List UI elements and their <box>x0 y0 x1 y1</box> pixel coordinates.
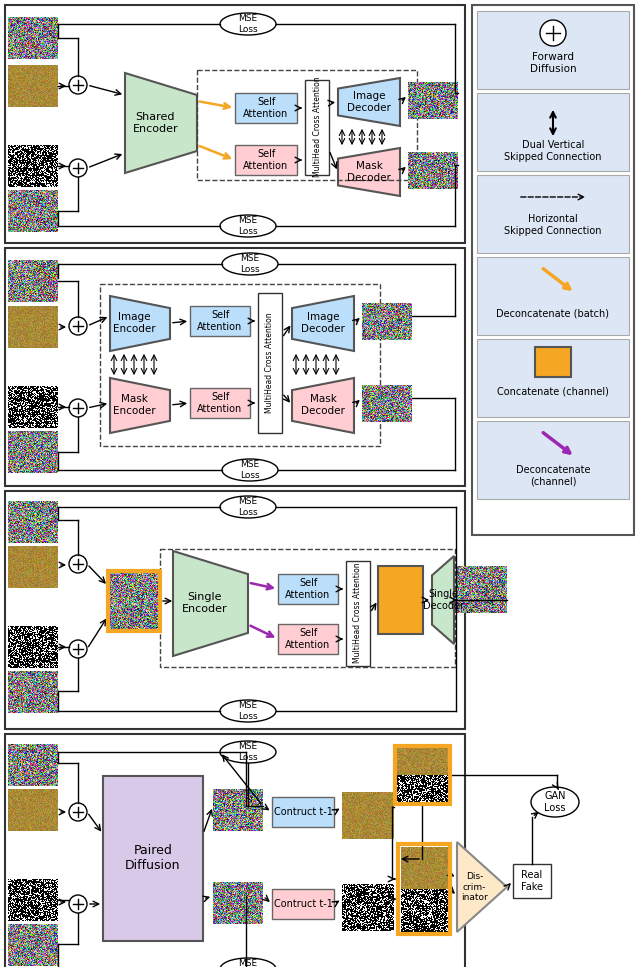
Bar <box>235 93 297 123</box>
Text: Real
Fake: Real Fake <box>521 870 543 892</box>
Bar <box>378 566 423 634</box>
Text: Image
Decoder: Image Decoder <box>347 91 391 113</box>
Bar <box>5 248 465 486</box>
Circle shape <box>69 555 87 573</box>
Bar <box>535 347 571 377</box>
Text: MSE
Loss: MSE Loss <box>238 497 258 516</box>
Bar <box>477 175 629 253</box>
Ellipse shape <box>220 958 276 967</box>
Bar <box>272 889 334 919</box>
Circle shape <box>69 803 87 821</box>
Text: MSE
Loss: MSE Loss <box>238 743 258 762</box>
Ellipse shape <box>531 787 579 817</box>
Bar <box>477 257 629 335</box>
Text: MSE
Loss: MSE Loss <box>238 15 258 34</box>
Bar <box>103 776 203 941</box>
Text: Paired
Diffusion: Paired Diffusion <box>125 844 180 872</box>
Circle shape <box>69 76 87 94</box>
Bar <box>278 624 338 654</box>
Bar <box>472 5 634 535</box>
Text: MultiHead Cross Attention: MultiHead Cross Attention <box>312 76 321 177</box>
Bar <box>346 561 370 666</box>
Text: Self
Attention: Self Attention <box>243 98 289 119</box>
Bar <box>278 574 338 604</box>
Text: Self
Attention: Self Attention <box>197 393 243 414</box>
Bar <box>477 93 629 171</box>
Text: Single
Encoder: Single Encoder <box>182 592 227 614</box>
Bar <box>5 491 465 729</box>
Text: Shared
Encoder: Shared Encoder <box>132 112 178 133</box>
Text: MSE
Loss: MSE Loss <box>238 701 258 720</box>
Polygon shape <box>338 78 400 126</box>
Bar <box>100 284 380 446</box>
Circle shape <box>540 20 566 46</box>
Ellipse shape <box>222 253 278 275</box>
Ellipse shape <box>220 700 276 722</box>
Text: Single
Decoder: Single Decoder <box>422 589 463 611</box>
Bar <box>5 734 465 967</box>
Text: Image
Encoder: Image Encoder <box>113 312 156 334</box>
Polygon shape <box>338 148 400 196</box>
Text: Image
Decoder: Image Decoder <box>301 312 345 334</box>
Circle shape <box>69 640 87 658</box>
Bar <box>190 388 250 418</box>
Text: Mask
Encoder: Mask Encoder <box>113 395 156 416</box>
Polygon shape <box>292 296 354 351</box>
Text: Self
Attention: Self Attention <box>197 310 243 332</box>
Polygon shape <box>110 296 170 351</box>
Polygon shape <box>292 378 354 433</box>
Bar <box>395 746 450 804</box>
Polygon shape <box>110 378 170 433</box>
Ellipse shape <box>220 13 276 35</box>
Text: MultiHead Cross Attention: MultiHead Cross Attention <box>353 563 362 663</box>
Text: Forward
Diffusion: Forward Diffusion <box>530 52 576 73</box>
Text: Concatenate (channel): Concatenate (channel) <box>497 387 609 397</box>
Circle shape <box>69 159 87 177</box>
Bar <box>513 864 551 898</box>
Text: MSE
Loss: MSE Loss <box>240 460 260 480</box>
Text: Dis-
crim-
inator: Dis- crim- inator <box>461 872 488 902</box>
Polygon shape <box>125 73 197 173</box>
Text: MultiHead Cross Attention: MultiHead Cross Attention <box>266 312 275 413</box>
Circle shape <box>69 895 87 913</box>
Text: Deconcatenate
(channel): Deconcatenate (channel) <box>516 465 590 486</box>
Ellipse shape <box>220 741 276 763</box>
Text: Self
Attention: Self Attention <box>285 578 331 600</box>
Bar <box>190 306 250 336</box>
Text: MSE
Loss: MSE Loss <box>240 254 260 274</box>
Bar <box>305 80 329 175</box>
Bar <box>477 421 629 499</box>
Bar <box>5 5 465 243</box>
Text: Dual Vertical
Skipped Connection: Dual Vertical Skipped Connection <box>504 140 602 161</box>
Text: Mask
Decoder: Mask Decoder <box>347 161 391 183</box>
Circle shape <box>69 399 87 417</box>
Text: Deconcatenate (batch): Deconcatenate (batch) <box>497 308 609 318</box>
Text: MSE
Loss: MSE Loss <box>238 217 258 236</box>
Polygon shape <box>173 551 248 656</box>
Ellipse shape <box>220 215 276 237</box>
Bar <box>477 339 629 417</box>
Text: Self
Attention: Self Attention <box>285 629 331 650</box>
Bar <box>272 797 334 827</box>
Bar <box>197 70 417 180</box>
Bar <box>235 145 297 175</box>
Text: GAN
Loss: GAN Loss <box>544 791 566 813</box>
Text: Horizontal
Skipped Connection: Horizontal Skipped Connection <box>504 215 602 236</box>
Circle shape <box>69 317 87 335</box>
Text: MSE
Loss: MSE Loss <box>238 959 258 967</box>
Text: Contruct t-1: Contruct t-1 <box>273 807 332 817</box>
Polygon shape <box>457 842 507 932</box>
Bar <box>398 844 450 934</box>
Text: Self
Attention: Self Attention <box>243 149 289 171</box>
Text: Contruct t-1: Contruct t-1 <box>273 899 332 909</box>
Polygon shape <box>432 556 454 644</box>
Ellipse shape <box>220 496 276 518</box>
Bar <box>160 549 455 667</box>
Bar <box>258 293 282 433</box>
Bar <box>108 571 160 631</box>
Bar <box>477 11 629 89</box>
Ellipse shape <box>222 459 278 481</box>
Text: Mask
Decoder: Mask Decoder <box>301 395 345 416</box>
